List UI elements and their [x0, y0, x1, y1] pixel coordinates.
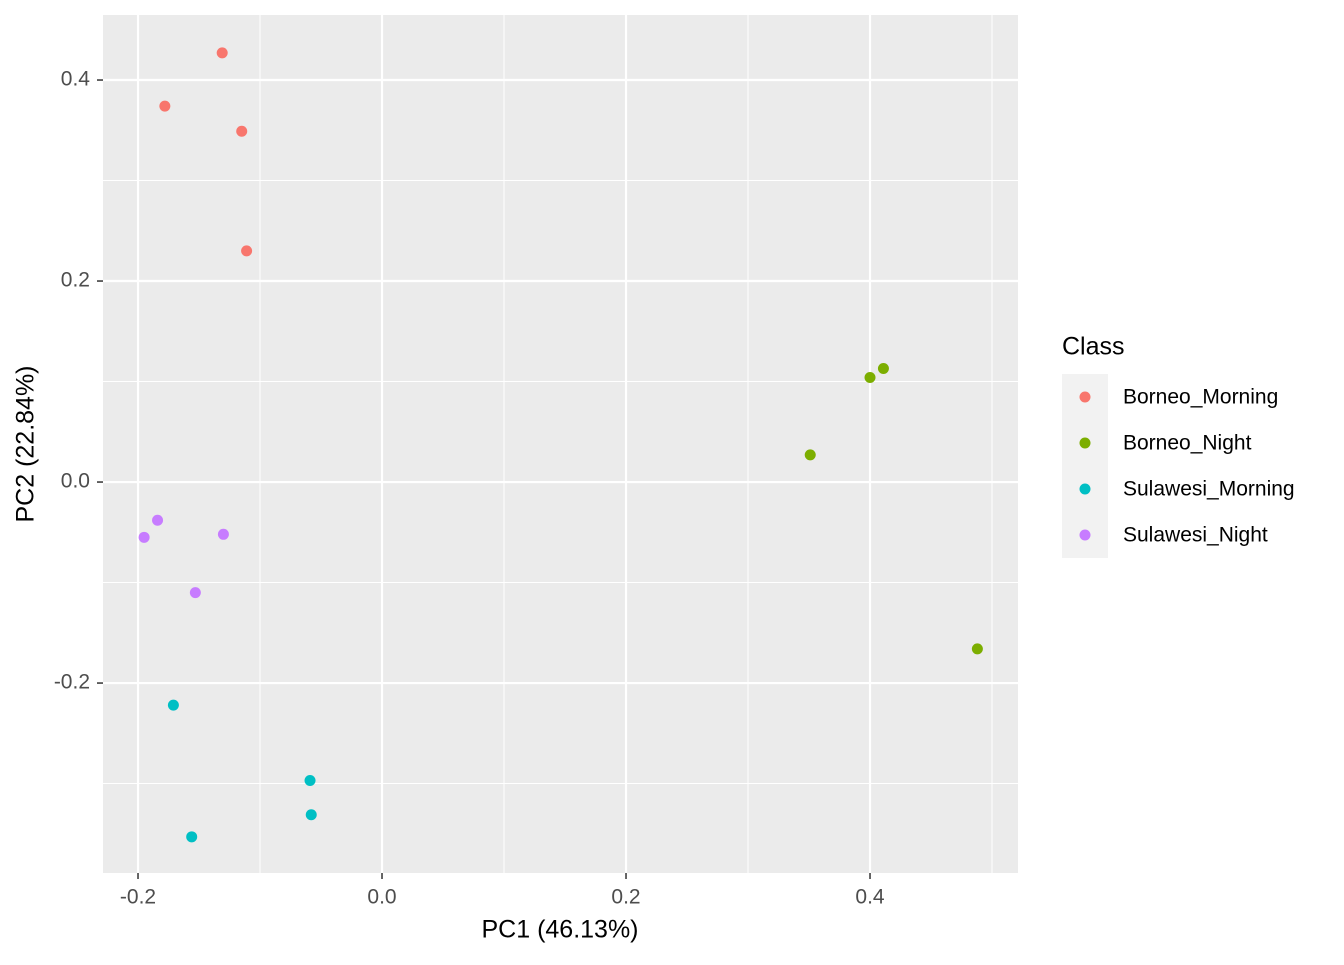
legend-key-background — [1062, 374, 1108, 558]
legend-label: Sulawesi_Morning — [1123, 478, 1295, 501]
legend-title: Class — [1062, 333, 1125, 361]
point — [241, 245, 253, 257]
legend-label: Sulawesi_Night — [1123, 524, 1268, 547]
point — [971, 643, 983, 655]
grid — [103, 15, 1018, 873]
legend-key — [1079, 483, 1091, 495]
point — [217, 528, 229, 540]
point — [236, 125, 248, 137]
y-tick-label: 0.4 — [61, 68, 91, 91]
y-tick-label: -0.2 — [54, 671, 90, 694]
x-tick-label: 0.2 — [611, 886, 640, 909]
legend-label: Borneo_Night — [1123, 432, 1252, 455]
x-tick-label: 0.4 — [855, 886, 885, 909]
marks — [138, 47, 983, 843]
y-tick-label: 0.2 — [61, 269, 90, 292]
legend-label: Borneo_Morning — [1123, 386, 1278, 409]
point — [216, 47, 228, 59]
legend-key — [1079, 437, 1091, 449]
point — [864, 372, 876, 384]
plot-panel — [103, 15, 1018, 873]
point — [877, 362, 889, 374]
point — [804, 449, 816, 461]
x-axis-title: PC1 (46.13%) — [481, 916, 638, 944]
point — [159, 100, 171, 112]
x-tick-label: -0.2 — [120, 886, 156, 909]
y-tick-label: 0.0 — [61, 470, 90, 493]
point — [189, 587, 201, 599]
legend-key — [1079, 391, 1091, 403]
point — [138, 531, 150, 543]
point — [304, 775, 316, 787]
point — [152, 514, 164, 526]
y-axis-title: PC2 (22.84%) — [12, 365, 40, 522]
point — [186, 831, 198, 843]
point — [167, 699, 179, 711]
point — [305, 809, 317, 821]
legend-key — [1079, 529, 1091, 541]
x-tick-label: 0.0 — [367, 886, 396, 909]
